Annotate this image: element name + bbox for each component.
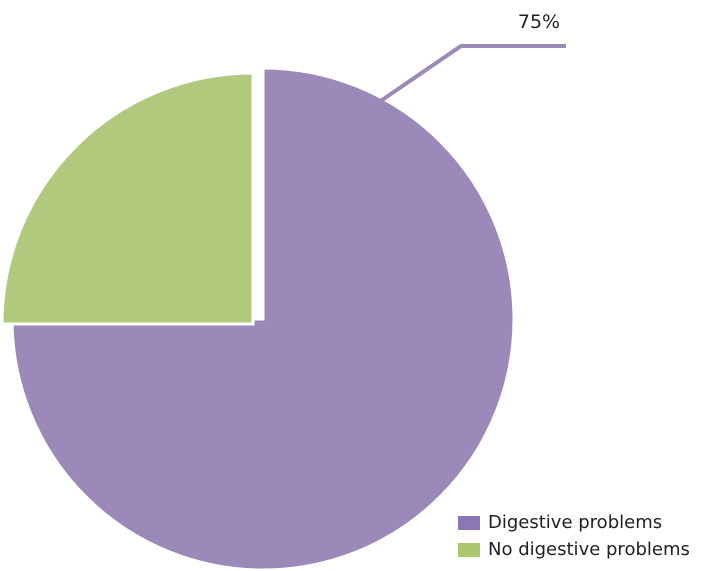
legend-item-digestive-problems: Digestive problems: [458, 509, 690, 536]
pie-slices: [0, 66, 516, 571]
legend-swatch-digestive-problems: [458, 515, 480, 530]
leader-line-digestive-problems: [376, 44, 566, 105]
legend: Digestive problems No digestive problems: [458, 509, 690, 563]
data-label-digestive-problems: 75%: [518, 11, 560, 33]
legend-item-no-digestive-problems: No digestive problems: [458, 536, 690, 563]
pie-slice-digestive-problems: [10, 66, 516, 571]
legend-label-digestive-problems: Digestive problems: [488, 512, 663, 533]
legend-label-no-digestive-problems: No digestive problems: [488, 539, 690, 560]
pie-data-labels: 75%: [518, 11, 560, 33]
pie-slice-no-digestive-problems: [0, 71, 255, 326]
pie-leader-lines: [376, 44, 566, 105]
legend-swatch-no-digestive-problems: [458, 542, 480, 557]
